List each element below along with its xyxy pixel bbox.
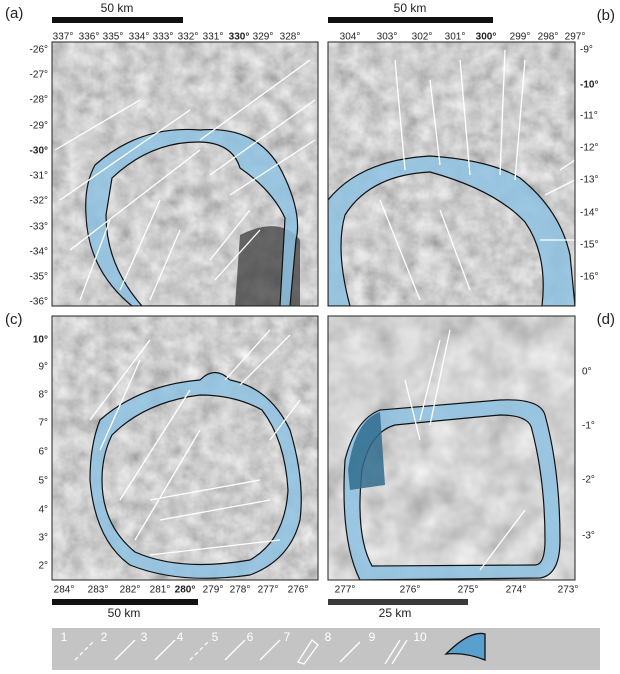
longitude-label: 277° xyxy=(335,585,356,596)
longitude-label: 300° xyxy=(476,32,497,43)
longitude-label: 332° xyxy=(178,32,199,43)
latitude-label: 3° xyxy=(38,533,48,544)
panel-label: (d) xyxy=(597,311,615,328)
legend-number: 10 xyxy=(413,630,427,644)
longitude-label: 303° xyxy=(377,32,398,43)
latitude-label: -33° xyxy=(30,222,48,233)
legend-number: 4 xyxy=(177,630,184,644)
longitude-label: 299° xyxy=(510,32,531,43)
longitude-label: 282° xyxy=(120,585,141,596)
scale-label: 50 km xyxy=(101,1,134,15)
latitude-label: -3° xyxy=(582,531,595,542)
latitude-label: -29° xyxy=(30,121,48,132)
longitude-label: 283° xyxy=(88,585,109,596)
legend-number: 7 xyxy=(284,630,291,644)
latitude-label: 10° xyxy=(33,335,48,346)
longitude-label: 301° xyxy=(445,32,466,43)
longitude-label: 276° xyxy=(288,585,309,596)
latitude-label: 7° xyxy=(38,418,48,429)
latitude-label: -28° xyxy=(30,95,48,106)
latitude-label: -35° xyxy=(30,272,48,283)
longitude-label: 328° xyxy=(280,32,301,43)
latitude-label: -34° xyxy=(30,247,48,258)
latitude-label: -13° xyxy=(580,175,598,186)
legend-number: 5 xyxy=(212,630,219,644)
scale-label: 25 km xyxy=(379,606,412,620)
latitude-label: -30° xyxy=(30,146,48,157)
longitude-label: 302° xyxy=(412,32,433,43)
scale-bar xyxy=(52,599,198,605)
map-b xyxy=(328,42,575,306)
latitude-label: 6° xyxy=(38,447,48,458)
latitude-label: -15° xyxy=(580,240,598,251)
legend-number: 8 xyxy=(325,630,332,644)
latitude-label: 0° xyxy=(582,367,592,378)
latitude-label: -11° xyxy=(580,111,598,122)
legend-number: 9 xyxy=(369,630,376,644)
longitude-label: 276° xyxy=(400,585,421,596)
longitude-label: 337° xyxy=(53,32,74,43)
latitude-label: -26° xyxy=(30,45,48,56)
legend-number: 1 xyxy=(61,630,68,644)
longitude-label: 278° xyxy=(230,585,251,596)
longitude-label: 273° xyxy=(558,585,579,596)
longitude-label: 280° xyxy=(175,585,196,596)
longitude-label: 297° xyxy=(565,32,586,43)
legend-number: 6 xyxy=(247,630,254,644)
longitude-label: 304° xyxy=(340,32,361,43)
longitude-label: 331° xyxy=(203,32,224,43)
map-c xyxy=(52,316,318,580)
panel-label: (c) xyxy=(5,311,23,328)
longitude-label: 298° xyxy=(538,32,559,43)
longitude-label: 275° xyxy=(458,585,479,596)
longitude-label: 330° xyxy=(229,32,250,43)
longitude-label: 329° xyxy=(253,32,274,43)
scale-label: 50 km xyxy=(394,1,427,15)
panel-label: (a) xyxy=(5,5,23,22)
latitude-label: -27° xyxy=(30,70,48,81)
scale-bar xyxy=(328,17,493,23)
latitude-label: -1° xyxy=(582,421,595,432)
latitude-label: -14° xyxy=(580,208,598,219)
latitude-label: -12° xyxy=(580,143,598,154)
longitude-label: 336° xyxy=(79,32,100,43)
latitude-label: -36° xyxy=(30,297,48,308)
scale-bar xyxy=(328,599,468,605)
latitude-label: -9° xyxy=(580,45,593,56)
scale-bar xyxy=(52,17,183,23)
latitude-label: -32° xyxy=(30,196,48,207)
map-d xyxy=(328,316,575,580)
longitude-label: 281° xyxy=(150,585,171,596)
longitude-label: 279° xyxy=(203,585,224,596)
latitude-label: 5° xyxy=(38,476,48,487)
latitude-label: 4° xyxy=(38,505,48,516)
panel-label: (b) xyxy=(597,7,615,24)
longitude-label: 284° xyxy=(54,585,75,596)
latitude-label: -2° xyxy=(582,475,595,486)
legend-number: 3 xyxy=(141,630,148,644)
legend-number: 2 xyxy=(101,630,108,644)
latitude-label: 2° xyxy=(38,561,48,572)
longitude-label: 277° xyxy=(258,585,279,596)
figure: (a) 50 km 337° 336°335° 334°333° 332° 331° 330°… xyxy=(0,0,620,674)
latitude-label: -16° xyxy=(580,272,598,283)
latitude-label: 8° xyxy=(38,390,48,401)
latitude-label: 9° xyxy=(38,362,48,373)
longitude-label: 335° xyxy=(103,32,124,43)
latitude-label: -31° xyxy=(30,171,48,182)
longitude-label: 274° xyxy=(506,585,527,596)
latitude-label: -10° xyxy=(580,80,598,91)
longitude-label: 334° xyxy=(129,32,150,43)
scale-label: 50 km xyxy=(108,606,141,620)
longitude-label: 333° xyxy=(153,32,174,43)
map-a xyxy=(52,42,318,306)
